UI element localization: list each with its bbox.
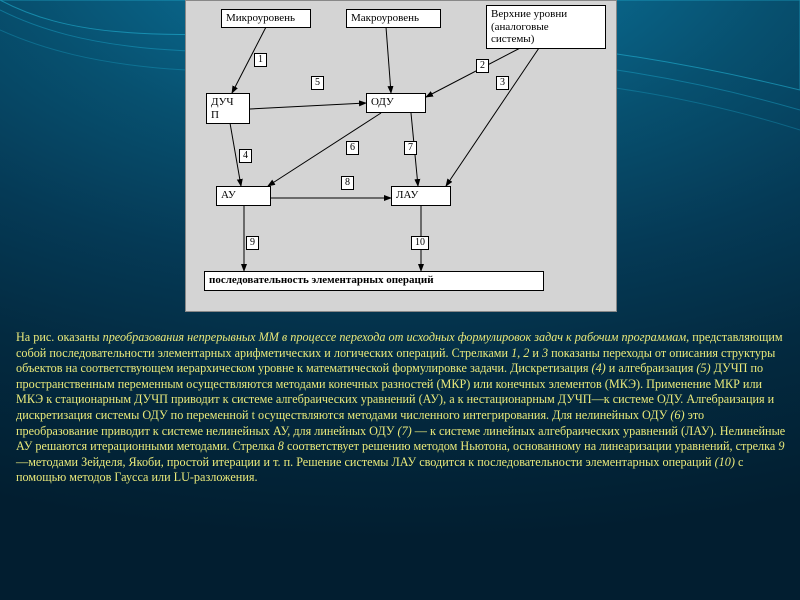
edge-label-6: 6 bbox=[346, 141, 359, 155]
edge-label-7: 7 bbox=[404, 141, 417, 155]
node-au: АУ bbox=[216, 186, 271, 206]
text-italic: преобразования непрерывных ММ в процессе… bbox=[103, 330, 690, 344]
text-italic: 9 bbox=[778, 439, 784, 453]
edge-label-5: 5 bbox=[311, 76, 324, 90]
diagram: Микроуровень Макроуровень Верхние уровни(а… bbox=[186, 1, 616, 311]
text-italic: (4) bbox=[592, 361, 606, 375]
edge-label-10: 10 bbox=[411, 236, 429, 250]
text: —методами Зейделя, Якоби, простой итерац… bbox=[16, 455, 715, 469]
text: и bbox=[529, 346, 542, 360]
body-paragraph: На рис. оказаны преобразования непрерывн… bbox=[16, 330, 786, 486]
node-upper: Верхние уровни(аналоговыесистемы) bbox=[486, 5, 606, 49]
edge-label-1: 1 bbox=[254, 53, 267, 67]
text: На рис. оказаны bbox=[16, 330, 103, 344]
node-micro: Микроуровень bbox=[221, 9, 311, 28]
text-italic: (6) bbox=[670, 408, 684, 422]
text: соответствует решению методом Ньютона, о… bbox=[284, 439, 778, 453]
diagram-container: Микроуровень Макроуровень Верхние уровни(а… bbox=[185, 0, 617, 312]
node-seq: последовательность элементарных операций bbox=[204, 271, 544, 291]
node-odu: ОДУ bbox=[366, 93, 426, 113]
text-italic: (7) bbox=[398, 424, 412, 438]
text-italic: (10) bbox=[715, 455, 735, 469]
node-macro: Макроуровень bbox=[346, 9, 441, 28]
edge-label-2: 2 bbox=[476, 59, 489, 73]
edge-label-4: 4 bbox=[239, 149, 252, 163]
text-italic: (5) bbox=[696, 361, 710, 375]
edge-label-8: 8 bbox=[341, 176, 354, 190]
node-duchp: ДУЧП bbox=[206, 93, 250, 124]
edge-label-9: 9 bbox=[246, 236, 259, 250]
text: и алгебраизация bbox=[606, 361, 697, 375]
edge-label-3: 3 bbox=[496, 76, 509, 90]
node-lau: ЛАУ bbox=[391, 186, 451, 206]
text-italic: 1, 2 bbox=[511, 346, 529, 360]
